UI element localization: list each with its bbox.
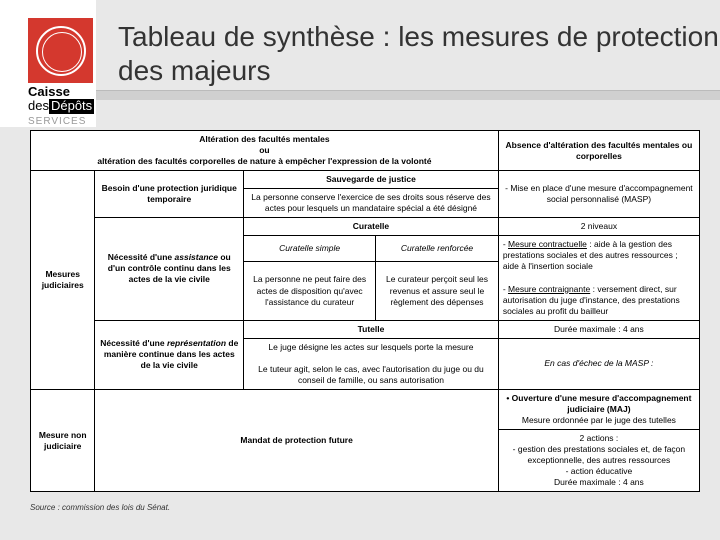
cell-maj: • Ouverture d'une mesure d'accompagnemen… bbox=[498, 389, 699, 429]
cell-cur-renf-body: Le curateur perçoit seul les revenus et … bbox=[376, 262, 499, 320]
cell-necessite-assist: Nécessité d'une assistance ou d'un contr… bbox=[95, 218, 244, 320]
header-band bbox=[96, 90, 720, 100]
cell-curatelle-simple: Curatelle simple bbox=[244, 236, 376, 262]
cell-duree: Durée maximale : 4 ans bbox=[498, 320, 699, 338]
brand-sidebar: Caisse desDépôts SERVICES bbox=[0, 0, 96, 127]
cell-mandat: Mandat de protection future bbox=[95, 389, 498, 491]
cell-sauvegarde-title: Sauvegarde de justice bbox=[244, 171, 499, 189]
cell-besoin: Besoin d'une protection juridique tempor… bbox=[95, 171, 244, 218]
hdr-alteration: Altération des facultés mentales ou alté… bbox=[31, 131, 499, 171]
cell-curatelle-title: Curatelle bbox=[244, 218, 499, 236]
cell-masp: - Mise en place d'une mesure d'accompagn… bbox=[498, 171, 699, 218]
source-note: Source : commission des lois du Sénat. bbox=[30, 503, 170, 512]
synthesis-table: Altération des facultés mentales ou alté… bbox=[30, 130, 700, 492]
cell-representation: Nécessité d'une représentation de manièr… bbox=[95, 320, 244, 389]
brand-services: SERVICES bbox=[28, 116, 96, 127]
brand-text: Caisse desDépôts bbox=[28, 85, 96, 114]
cell-sauvegarde-body: La personne conserve l'exercice de ses d… bbox=[244, 189, 499, 218]
row-mesures-judiciaires: Mesures judiciaires bbox=[31, 171, 95, 390]
cell-tutelle-body: Le juge désigne les actes sur lesquels p… bbox=[244, 338, 499, 389]
hdr-absence: Absence d'altération des facultés mental… bbox=[498, 131, 699, 171]
page-title: Tableau de synthèse : les mesures de pro… bbox=[118, 20, 720, 87]
cell-tutelle-title: Tutelle bbox=[244, 320, 499, 338]
logo-badge bbox=[28, 18, 93, 83]
cell-echec: En cas d'échec de la MASP : bbox=[498, 338, 699, 389]
cell-2niveaux: 2 niveaux bbox=[498, 218, 699, 236]
cell-curatelle-renf: Curatelle renforcée bbox=[376, 236, 499, 262]
logo-icon bbox=[36, 26, 86, 76]
cell-cur-simple-body: La personne ne peut faire des actes de d… bbox=[244, 262, 376, 320]
row-non-judiciaire: Mesure non judiciaire bbox=[31, 389, 95, 491]
cell-actions: 2 actions : - gestion des prestations so… bbox=[498, 430, 699, 492]
cell-contractuelle: - Mesure contractuelle : aide à la gesti… bbox=[498, 236, 699, 320]
